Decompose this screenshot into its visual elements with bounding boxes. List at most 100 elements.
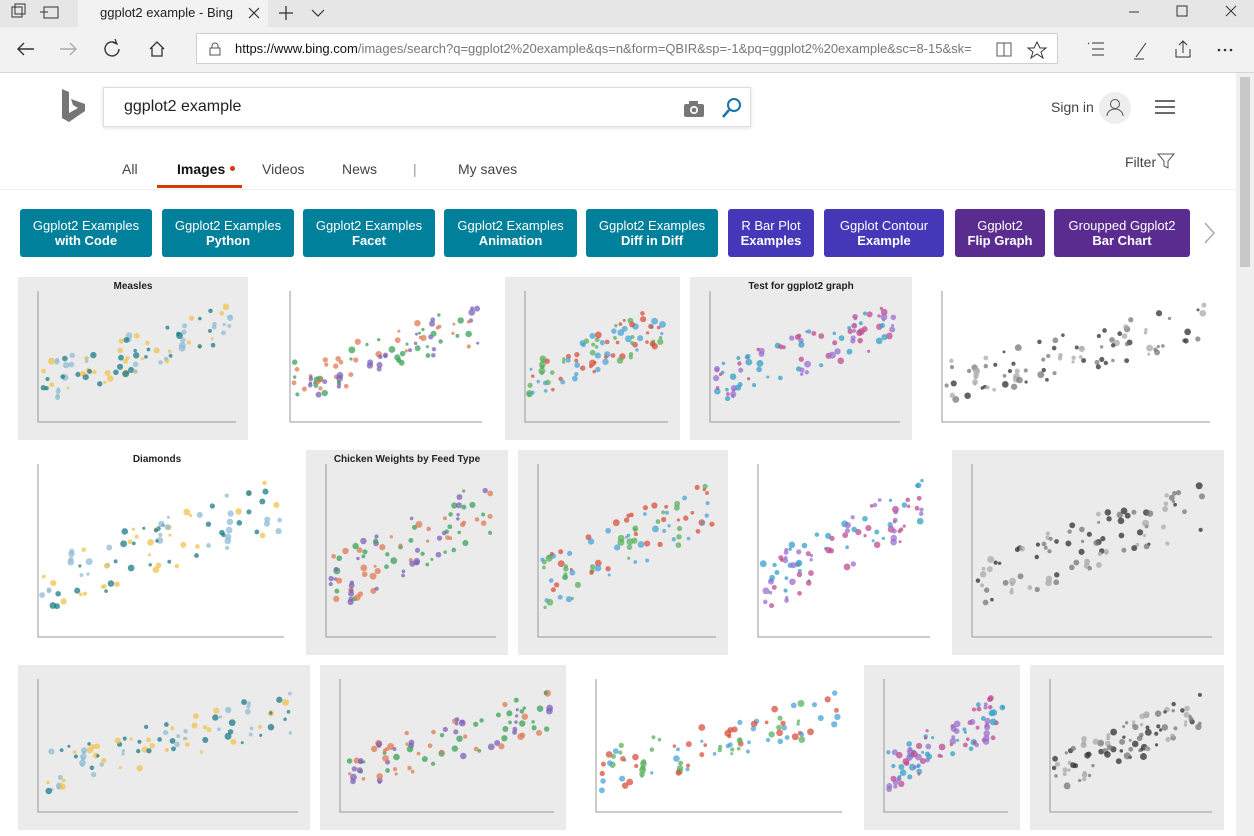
thumbnail-graphic bbox=[524, 291, 668, 423]
thumbnail-graphic bbox=[971, 464, 1212, 638]
image-result[interactable] bbox=[922, 277, 1222, 440]
scrollbar[interactable] bbox=[1236, 73, 1254, 836]
chip[interactable]: Ggplot2 Examples Facet bbox=[303, 209, 435, 257]
chip[interactable]: Ggplot2 Flip Graph bbox=[955, 209, 1045, 257]
thumbnail-graphic bbox=[537, 464, 716, 638]
thumbnail-graphic bbox=[37, 291, 236, 423]
chip-line1: Ggplot2 bbox=[977, 218, 1023, 233]
thumbnail-graphic bbox=[325, 464, 496, 638]
url-host: https://www.bing.com bbox=[235, 41, 358, 56]
sign-in[interactable]: Sign in bbox=[1051, 99, 1094, 115]
thumbnail-graphic bbox=[37, 679, 298, 813]
thumbnail-title: Chicken Weights by Feed Type bbox=[333, 454, 481, 465]
nav-item[interactable]: All bbox=[122, 161, 138, 177]
search-query: ggplot2 example bbox=[124, 98, 242, 115]
chip[interactable]: Ggplot2 Examples with Code bbox=[20, 209, 152, 257]
chip-line1: Ggplot2 Examples bbox=[457, 218, 564, 233]
tab-bar: ggplot2 example - Bing bbox=[0, 0, 1254, 27]
thumbnail-graphic bbox=[709, 291, 900, 423]
image-result[interactable]: Test for ggplot2 graph bbox=[690, 277, 912, 440]
thumbnail-title: Test for ggplot2 graph bbox=[748, 281, 854, 292]
image-result[interactable]: Chicken Weights by Feed Type bbox=[306, 450, 508, 655]
nav-buttons[interactable] bbox=[0, 27, 190, 72]
tab-close[interactable] bbox=[248, 7, 260, 19]
window-controls[interactable] bbox=[1110, 0, 1254, 27]
active-underline bbox=[157, 185, 242, 188]
thumbnail-graphic bbox=[37, 464, 284, 638]
filter-icon[interactable] bbox=[1157, 153, 1175, 169]
browser-actions[interactable] bbox=[1080, 35, 1240, 65]
chip-line1: Ggplot Contour bbox=[839, 218, 929, 233]
chip-line2: Flip Graph bbox=[967, 233, 1033, 248]
toolbar: https://www.bing.com/images/search?q=ggp… bbox=[0, 27, 1254, 73]
search-box[interactable]: ggplot2 example bbox=[103, 87, 751, 127]
lock-icon bbox=[209, 42, 221, 56]
nav-item[interactable]: Images bbox=[177, 161, 226, 177]
thumbnail-graphic bbox=[339, 679, 554, 813]
chip-line1: Ggplot2 Examples bbox=[174, 218, 282, 233]
thumbnail-graphic bbox=[595, 679, 842, 813]
url: https://www.bing.com/images/search?q=ggp… bbox=[235, 34, 993, 63]
thumbnail-title: Measles bbox=[113, 281, 153, 292]
image-result[interactable] bbox=[738, 450, 942, 655]
chip-line2: Bar Chart bbox=[1092, 233, 1152, 248]
nav-item: | bbox=[413, 161, 417, 177]
account-menu[interactable] bbox=[1098, 91, 1188, 125]
chip-line2: Facet bbox=[352, 233, 386, 248]
active-dot bbox=[230, 166, 235, 171]
chip[interactable]: Groupped Ggplot2 Bar Chart bbox=[1054, 209, 1190, 257]
tab-title: ggplot2 example - Bing bbox=[100, 5, 233, 20]
thumbnail-title: Diamonds bbox=[132, 454, 182, 465]
chip-line1: Ggplot2 Examples bbox=[32, 218, 140, 233]
chip[interactable]: Ggplot2 Examples Python bbox=[162, 209, 294, 257]
filter[interactable]: Filter bbox=[1125, 154, 1157, 170]
image-result[interactable] bbox=[505, 277, 680, 440]
thumbnail-graphic bbox=[1049, 679, 1212, 813]
image-result[interactable] bbox=[576, 665, 854, 830]
chips-next[interactable] bbox=[1202, 221, 1216, 245]
chip-line2: Examples bbox=[740, 233, 802, 248]
chip-line2: Python bbox=[205, 233, 251, 248]
nav-item[interactable]: News bbox=[342, 161, 378, 177]
thumbnail-graphic bbox=[941, 291, 1210, 423]
chip-line1: Ggplot2 Examples bbox=[315, 218, 423, 233]
page-content: ggplot2 example Sign in Filter All Images… bbox=[0, 73, 1236, 836]
image-result[interactable] bbox=[18, 665, 310, 830]
chip[interactable]: R Bar Plot Examples bbox=[728, 209, 814, 257]
thumbnail-graphic bbox=[289, 291, 482, 423]
active-tab[interactable]: ggplot2 example - Bing bbox=[78, 0, 268, 27]
image-result[interactable]: Measles bbox=[18, 277, 248, 440]
search-icons[interactable] bbox=[682, 96, 744, 120]
tab-icons[interactable] bbox=[0, 0, 80, 27]
chip[interactable]: Ggplot2 Examples Diff in Diff bbox=[586, 209, 718, 257]
url-actions[interactable] bbox=[995, 41, 1055, 59]
thumbnail-graphic bbox=[757, 464, 930, 638]
image-result[interactable] bbox=[952, 450, 1224, 655]
chip-line1: Groupped Ggplot2 bbox=[1068, 218, 1176, 233]
image-result[interactable] bbox=[518, 450, 728, 655]
image-result[interactable] bbox=[1030, 665, 1224, 830]
new-tab[interactable] bbox=[272, 0, 332, 27]
image-result[interactable] bbox=[864, 665, 1020, 830]
url-path: /images/search?q=ggplot2%20example&qs=n&… bbox=[357, 41, 972, 56]
scroll-thumb[interactable] bbox=[1240, 77, 1250, 267]
bing-logo[interactable] bbox=[60, 87, 88, 125]
nav-item[interactable]: Videos bbox=[262, 161, 305, 177]
chip[interactable]: Ggplot Contour Example bbox=[824, 209, 944, 257]
nav-item[interactable]: My saves bbox=[458, 161, 518, 177]
image-result[interactable] bbox=[270, 277, 494, 440]
divider bbox=[0, 189, 1236, 190]
chip-line2: Diff in Diff bbox=[620, 233, 684, 248]
chip-line1: Ggplot2 Examples bbox=[598, 218, 706, 233]
chip[interactable]: Ggplot2 Examples Animation bbox=[444, 209, 577, 257]
chip-line2: Animation bbox=[478, 233, 543, 248]
chip-line1: R Bar Plot bbox=[741, 218, 801, 233]
image-result[interactable] bbox=[320, 665, 566, 830]
chip-line2: with Code bbox=[54, 233, 118, 248]
image-result[interactable]: Diamonds bbox=[18, 450, 296, 655]
thumbnail-graphic bbox=[883, 679, 1008, 813]
address-bar[interactable]: https://www.bing.com/images/search?q=ggp… bbox=[196, 33, 1058, 64]
chip-line2: Example bbox=[857, 233, 911, 248]
